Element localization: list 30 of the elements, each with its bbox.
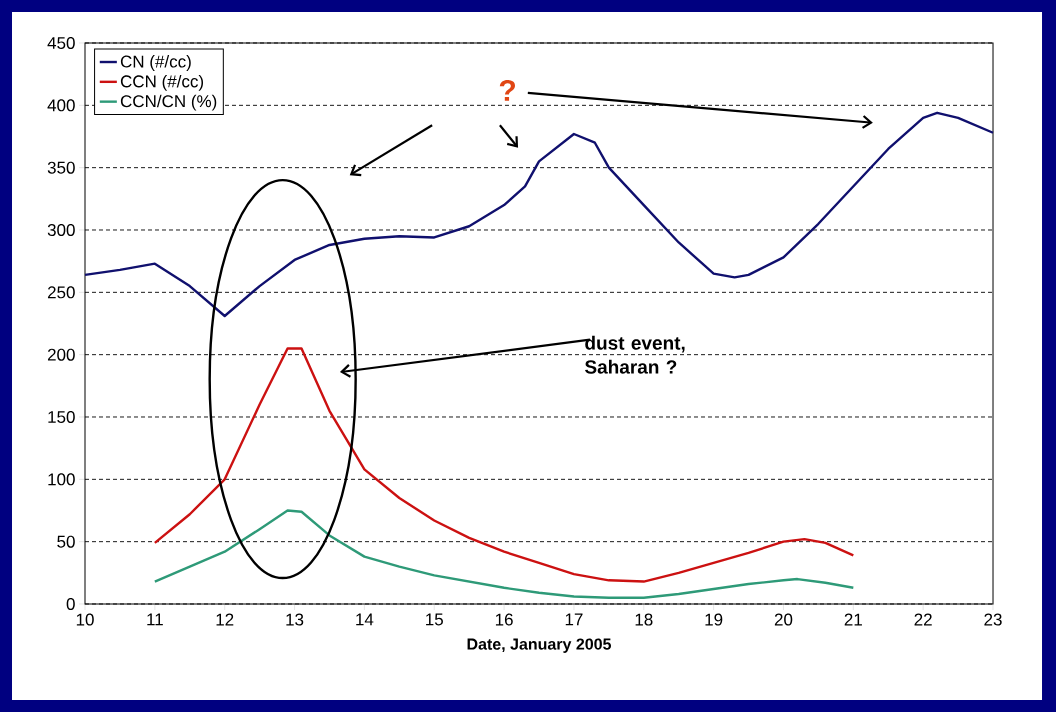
x-tick-label: 12	[216, 613, 234, 626]
x-tick-label: 20	[774, 613, 793, 626]
annotation: ?	[499, 79, 516, 101]
x-tick-label: 16	[495, 613, 513, 626]
y-tick-label: 0	[66, 597, 75, 611]
x-tick-label: 17	[565, 613, 583, 626]
x-tick-label: 15	[426, 613, 443, 626]
y-tick-label: 50	[57, 535, 75, 548]
x-tick-label: 23	[984, 613, 1002, 626]
x-tick-label: 10	[76, 613, 94, 626]
y-tick-label: 200	[47, 348, 75, 361]
legend-label: CN (#/cc)	[120, 55, 191, 71]
x-tick-label: 21	[844, 613, 862, 626]
x-tick-label: 18	[635, 613, 653, 626]
y-tick-label: 100	[48, 473, 75, 486]
y-tick-label: 400	[47, 99, 75, 112]
y-tick-label: 350	[47, 161, 75, 174]
x-tick-label: 22	[914, 613, 932, 626]
y-tick-label: 300	[47, 223, 75, 237]
y-tick-label: 450	[47, 36, 75, 50]
x-tick-label: 19	[705, 613, 723, 626]
legend-label: CCN/CN (%)	[120, 94, 217, 111]
y-tick-label: 150	[48, 410, 75, 424]
x-tick-label: 14	[356, 613, 374, 626]
x-tick-label: 13	[286, 613, 304, 626]
x-axis-title: Date, January 2005	[467, 638, 612, 653]
y-tick-label: 250	[47, 286, 75, 299]
legend-label: CCN (#/cc)	[120, 74, 204, 91]
annotation: dust event, Saharan ?	[585, 335, 685, 374]
x-tick-label: 11	[147, 613, 163, 626]
